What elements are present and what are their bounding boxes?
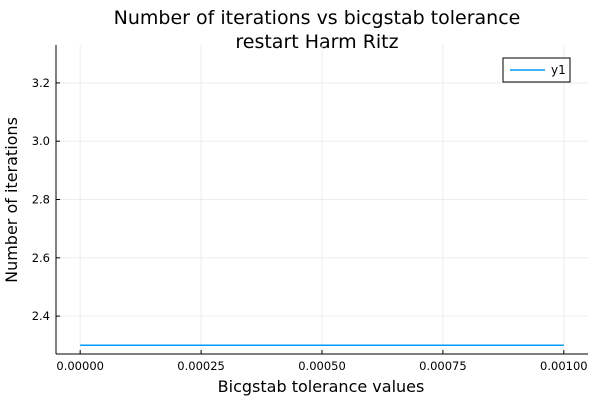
legend: y1 xyxy=(502,57,571,83)
x-tick-label: 0.00075 xyxy=(419,359,467,373)
x-axis-label: Bicgstab tolerance values xyxy=(218,377,425,396)
y-tick-label: 3.0 xyxy=(32,134,50,148)
legend-label: y1 xyxy=(551,63,566,77)
x-tick-label: 0.00100 xyxy=(540,359,588,373)
y-axis-label: Number of iterations xyxy=(2,117,21,283)
x-tick-label: 0.00000 xyxy=(56,359,104,373)
chart-title: Number of iterations vs bicgstab toleran… xyxy=(114,7,521,29)
y-tick-label: 2.6 xyxy=(32,251,50,265)
y-tick-label: 2.8 xyxy=(32,193,50,207)
y-tick-label: 3.2 xyxy=(32,76,50,90)
chart-subtitle: restart Harm Ritz xyxy=(235,31,398,53)
x-tick-label: 0.00050 xyxy=(298,359,346,373)
y-tick-label: 2.4 xyxy=(32,309,50,323)
axis-ticks: 0.00000 0.00025 0.00050 0.00075 0.00100 2.4 2.… xyxy=(32,76,588,373)
grid xyxy=(56,45,588,354)
x-tick-label: 0.00025 xyxy=(177,359,225,373)
